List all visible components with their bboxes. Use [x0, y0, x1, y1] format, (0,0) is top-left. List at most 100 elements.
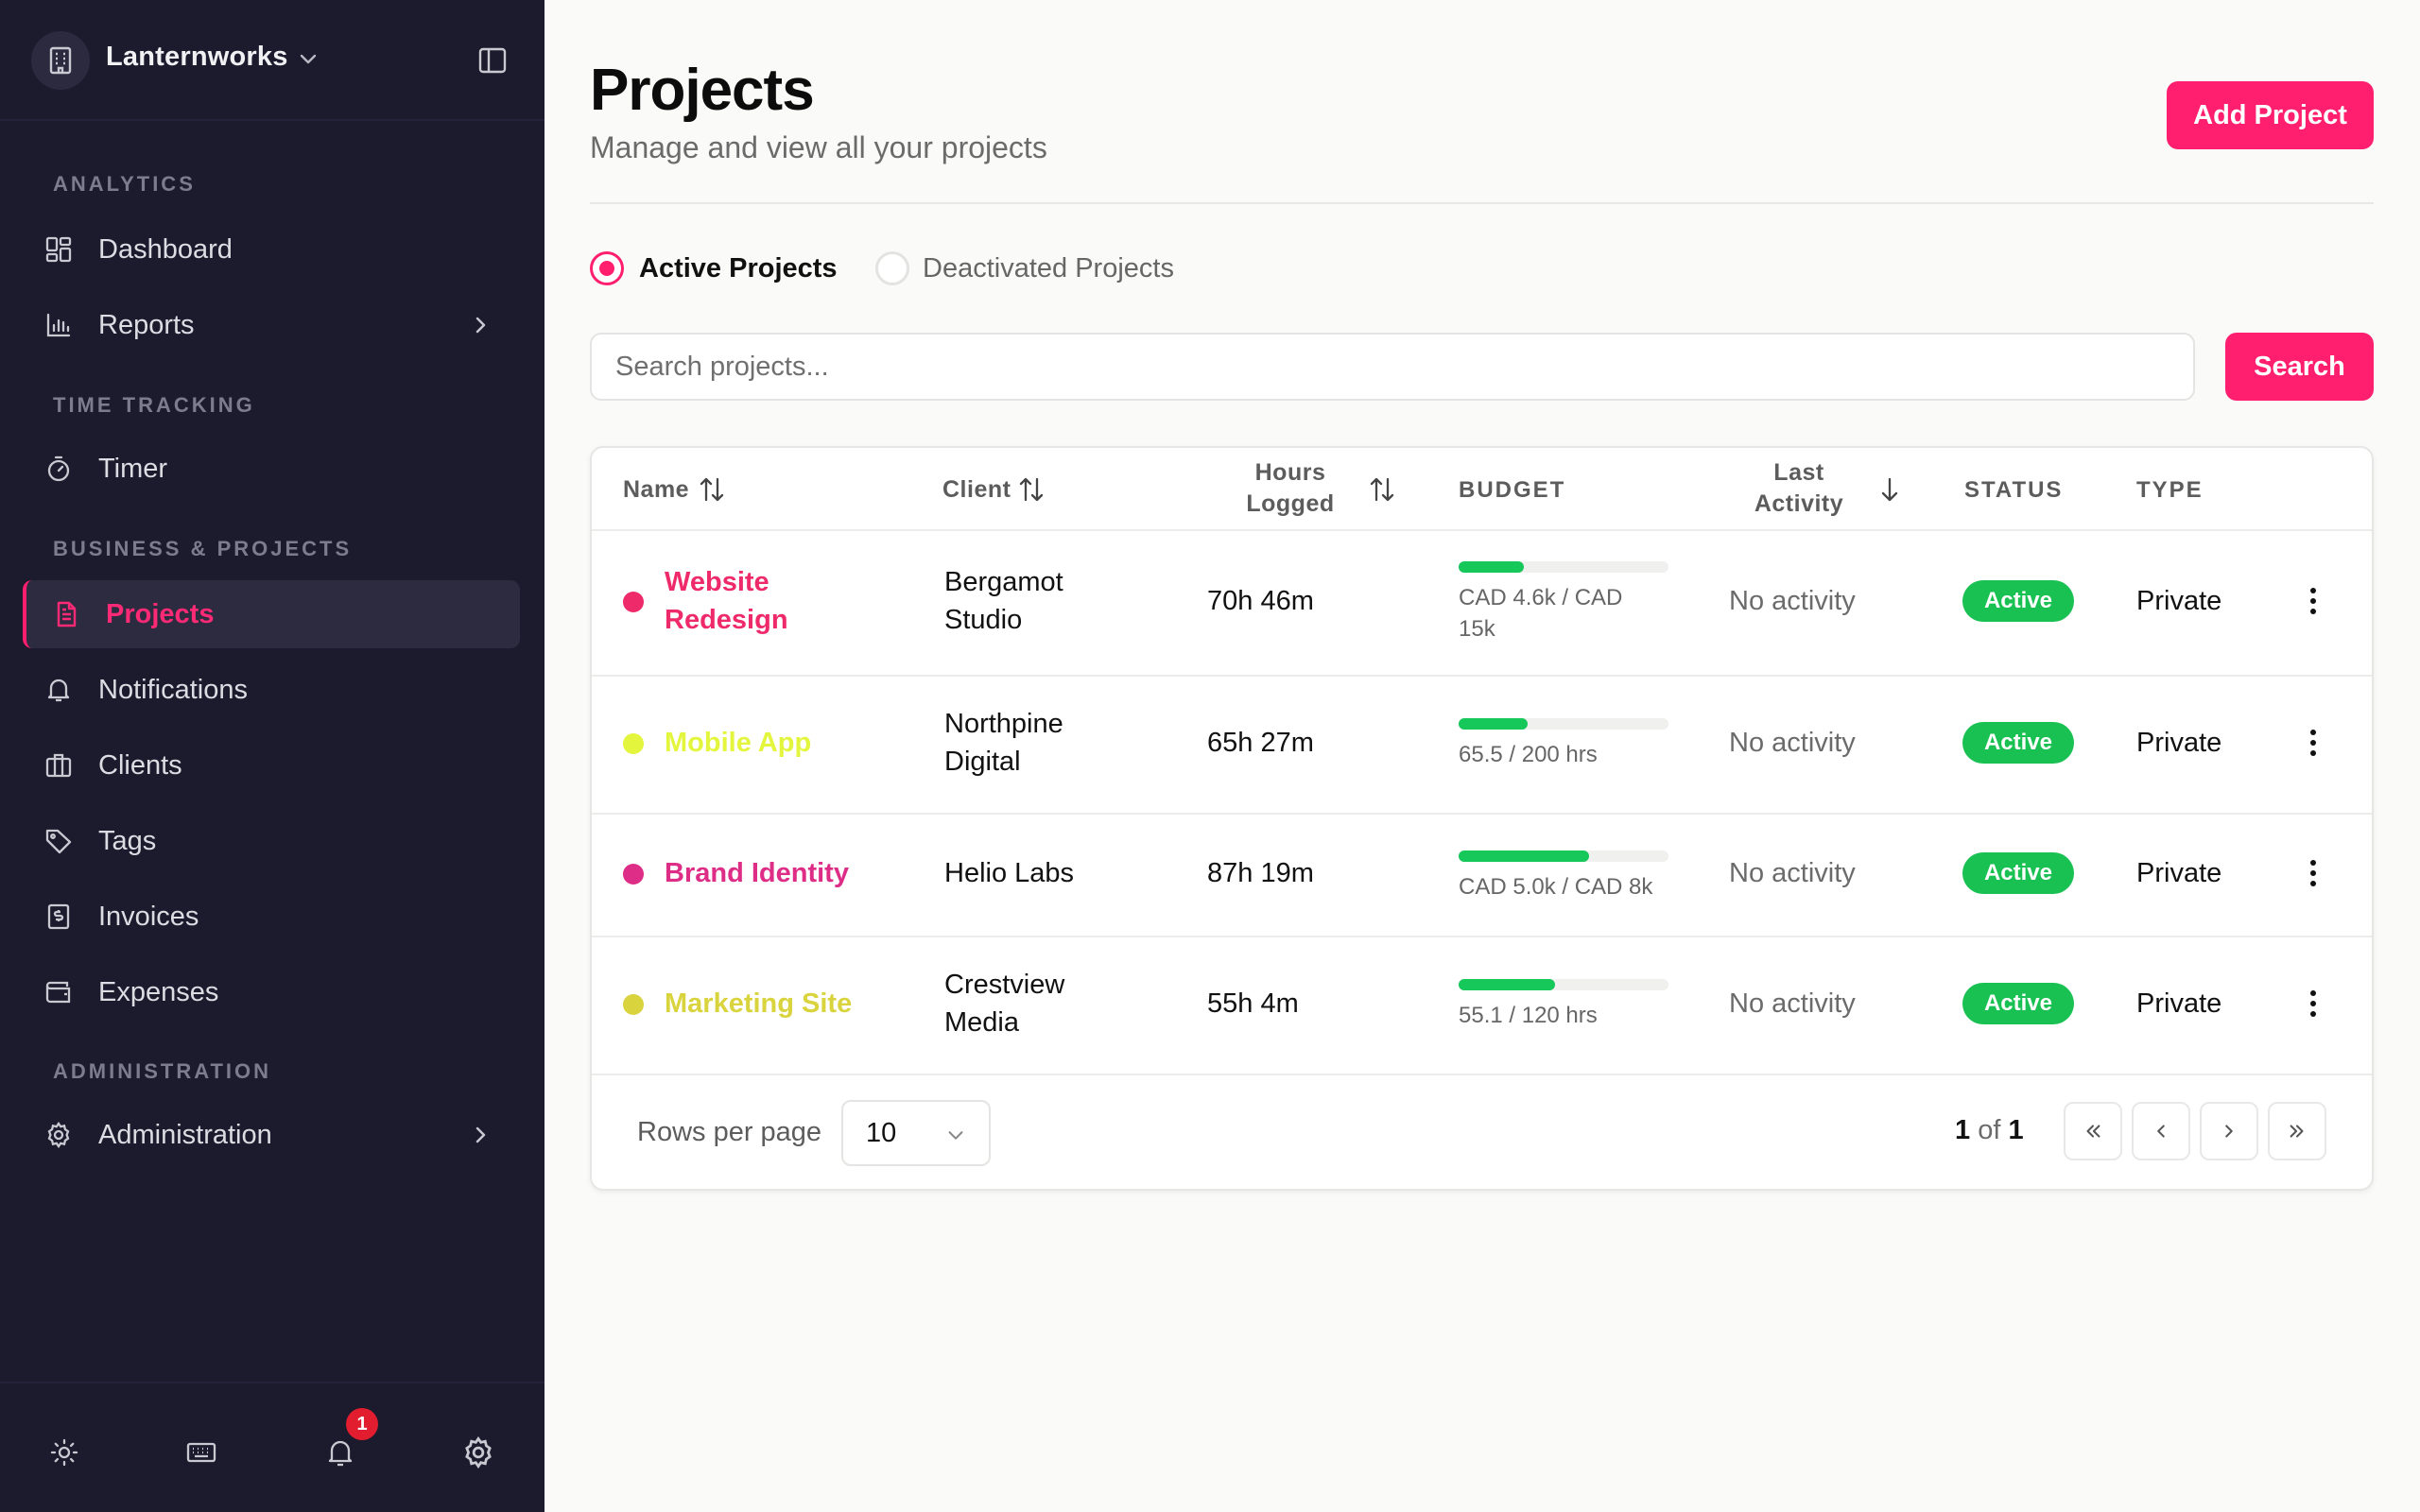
column-header-label: Last: [1773, 459, 1824, 486]
rows-per-page-select[interactable]: 10: [841, 1100, 991, 1166]
previous-page-button[interactable]: [2132, 1102, 2190, 1160]
sidebar-item-reports[interactable]: Reports: [23, 291, 520, 359]
page-of-label: of: [1978, 1115, 2001, 1145]
briefcase-icon: [45, 753, 72, 778]
budget-progress-bar: [1459, 979, 1668, 990]
first-page-button[interactable]: [2064, 1102, 2122, 1160]
project-color-dot: [623, 592, 644, 612]
sort-desc-icon[interactable]: [1876, 475, 1904, 504]
more-options-icon[interactable]: [2304, 724, 2323, 762]
column-header-last-activity[interactable]: Last Activity: [1747, 457, 1851, 520]
column-header-hours[interactable]: Hours Logged: [1238, 457, 1342, 520]
last-page-button[interactable]: [2268, 1102, 2326, 1160]
project-name[interactable]: Mobile App: [665, 728, 812, 758]
row-divider: [592, 529, 2372, 531]
project-type: Private: [2136, 858, 2222, 888]
client-name-line: Northpine: [944, 709, 1063, 739]
column-header-client[interactable]: Client: [942, 476, 1011, 504]
hours-logged: 70h 46m: [1207, 586, 1314, 616]
chevron-right-icon: [475, 1126, 486, 1143]
budget-text: CAD 4.6k / CAD 15k: [1459, 582, 1676, 644]
chevron-down-icon[interactable]: [297, 47, 320, 70]
sidebar-item-label: Invoices: [98, 901, 199, 932]
sidebar-item-invoices[interactable]: Invoices: [23, 883, 520, 951]
settings-gear-icon[interactable]: [462, 1436, 494, 1469]
deactivated-projects-label[interactable]: Deactivated Projects: [923, 253, 1174, 284]
active-projects-radio[interactable]: [590, 251, 624, 285]
search-button[interactable]: Search: [2225, 333, 2374, 401]
budget-progress-bar: [1459, 561, 1668, 573]
column-header-label: Name: [623, 476, 690, 503]
chevron-down-icon: [948, 1131, 963, 1140]
sidebar-item-label: Notifications: [98, 674, 248, 705]
search-input[interactable]: [590, 333, 2195, 401]
sidebar-item-timer[interactable]: Timer: [23, 435, 520, 503]
sidebar-item-expenses[interactable]: Expenses: [23, 958, 520, 1026]
column-header-label: Client: [942, 476, 1011, 503]
workspace-name[interactable]: Lanternworks: [106, 42, 288, 72]
notification-count-badge: 1: [346, 1408, 378, 1440]
chevron-left-icon: [2157, 1125, 2165, 1138]
sidebar: Lanternworks ANALYTICS Dashboard Reports…: [0, 0, 544, 1512]
hours-logged: 87h 19m: [1207, 858, 1314, 888]
last-activity: No activity: [1729, 586, 1856, 616]
budget-progress-bar: [1459, 850, 1668, 862]
section-analytics: ANALYTICS: [53, 172, 196, 196]
more-options-icon[interactable]: [2304, 582, 2323, 620]
building-icon: [49, 46, 72, 75]
column-header-status: STATUS: [1964, 477, 2064, 503]
sort-icon[interactable]: [698, 475, 726, 504]
project-color-dot: [623, 994, 644, 1015]
sort-icon[interactable]: [1017, 475, 1046, 504]
last-activity: No activity: [1729, 728, 1856, 758]
client-name: Northpine Digital: [944, 705, 1063, 781]
header-divider: [590, 202, 2374, 204]
project-color-dot: [623, 864, 644, 885]
budget-progress-fill: [1459, 561, 1524, 573]
project-type: Private: [2136, 586, 2222, 616]
dashboard-icon: [45, 236, 72, 263]
column-header-label: Logged: [1246, 490, 1335, 517]
more-options-icon[interactable]: [2304, 985, 2323, 1022]
client-name-line: Media: [944, 1007, 1019, 1038]
page-indicator: 1 of 1: [1955, 1115, 2024, 1146]
sort-icon[interactable]: [1368, 475, 1396, 504]
client-name-line: Studio: [944, 605, 1023, 635]
sidebar-item-tags[interactable]: Tags: [23, 807, 520, 875]
client-name-line: Bergamot: [944, 567, 1063, 597]
bell-icon[interactable]: [324, 1436, 356, 1469]
workspace-avatar[interactable]: [31, 31, 90, 90]
status-badge: Active: [1962, 852, 2074, 894]
budget-progress-fill: [1459, 718, 1529, 730]
sidebar-item-projects[interactable]: Projects: [23, 580, 520, 648]
section-time-tracking: TIME TRACKING: [53, 393, 255, 417]
project-name[interactable]: Marketing Site: [665, 988, 853, 1019]
budget-progress-bar: [1459, 718, 1668, 730]
status-badge: Active: [1962, 983, 2074, 1024]
client-name-line: Digital: [944, 747, 1021, 777]
active-projects-label[interactable]: Active Projects: [639, 253, 838, 284]
hours-logged: 65h 27m: [1207, 728, 1314, 758]
client-name-line: Crestview: [944, 970, 1065, 1000]
project-name[interactable]: Website Redesign: [665, 563, 788, 639]
sidebar-item-label: Clients: [98, 749, 182, 781]
deactivated-projects-radio[interactable]: [875, 251, 909, 285]
stopwatch-icon: [47, 455, 70, 482]
sidebar-item-administration[interactable]: Administration: [23, 1101, 520, 1169]
budget-progress-fill: [1459, 850, 1589, 862]
sidebar-item-label: Dashboard: [98, 233, 233, 265]
section-administration: ADMINISTRATION: [53, 1059, 272, 1083]
theme-toggle-icon[interactable]: [48, 1436, 80, 1469]
add-project-button[interactable]: Add Project: [2167, 81, 2374, 149]
sidebar-item-label: Expenses: [98, 976, 219, 1007]
project-name-line: Website: [665, 567, 769, 597]
column-header-name[interactable]: Name: [623, 476, 689, 504]
sidebar-item-notifications[interactable]: Notifications: [23, 656, 520, 724]
more-options-icon[interactable]: [2304, 854, 2323, 892]
project-name[interactable]: Brand Identity: [665, 858, 849, 888]
sidebar-item-clients[interactable]: Clients: [23, 731, 520, 799]
keyboard-icon[interactable]: [185, 1436, 217, 1469]
sidebar-toggle-icon[interactable]: [477, 45, 508, 76]
next-page-button[interactable]: [2200, 1102, 2258, 1160]
sidebar-item-dashboard[interactable]: Dashboard: [23, 215, 520, 284]
